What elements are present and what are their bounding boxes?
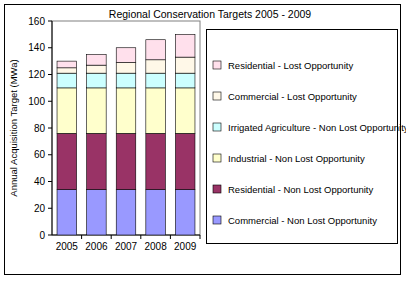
x-tick [140,235,141,239]
bar-segment [87,190,107,235]
bar-segment [116,62,136,73]
y-tick [48,21,52,22]
chart-svg: Regional Conservation Targets 2005 - 200… [0,0,406,290]
chart-container: Regional Conservation Targets 2005 - 200… [0,0,406,290]
x-tick [81,235,82,239]
bar-segment [146,73,166,88]
legend-swatch [213,123,221,131]
chart-title: Regional Conservation Targets 2005 - 200… [109,8,312,20]
y-tick-label: 60 [34,149,46,160]
y-tick [48,154,52,155]
chart-frame [5,5,401,275]
bar-segment [57,61,77,68]
legend-label: Commercial - Non Lost Opportunity [228,215,377,226]
x-tick-label: 2007 [115,241,138,252]
x-tick-label: 2006 [85,241,108,252]
bar-segment [146,133,166,189]
bar-segment [116,133,136,189]
y-tick [48,208,52,209]
legend-label: Residential - Non Lost Opportunity [228,184,373,195]
bar-segment [175,190,195,235]
bar-segment [175,88,195,133]
bar-segment [57,190,77,235]
bar-segment [57,68,77,73]
y-tick [48,235,52,236]
y-tick-label: 40 [34,176,46,187]
bar-segment [175,57,195,73]
legend-swatch [213,185,221,193]
x-tick-label: 2009 [174,241,197,252]
bar-segment [146,190,166,235]
bar-segment [87,73,107,88]
bar-segment [175,73,195,88]
bar-segment [116,73,136,88]
legend-label: Residential - Lost Opportunity [228,60,353,71]
bar-segment [87,65,107,73]
x-tick [200,235,201,239]
y-tick-label: 160 [28,16,45,27]
y-tick [48,74,52,75]
x-tick [111,235,112,239]
x-tick-label: 2005 [56,241,79,252]
legend-box [207,30,398,244]
y-tick-label: 0 [39,230,45,241]
x-tick [170,235,171,239]
legend-swatch [213,92,221,100]
bar-segment [116,190,136,235]
bar-segment [146,60,166,73]
bar-segment [87,54,107,65]
bar-segment [116,88,136,133]
bar-segment [87,133,107,189]
bar-segment [146,88,166,133]
bar-segment [57,88,77,133]
legend-swatch [213,216,221,224]
legend-swatch [213,61,221,69]
bar-segment [146,40,166,60]
legend-label: Irrigated Agriculture - Non Lost Opportu… [228,122,406,133]
plot-area [52,21,200,235]
legend-label: Commercial - Lost Opportunity [228,91,357,102]
bar-segment [175,34,195,57]
bar-segment [57,133,77,189]
y-tick-label: 80 [34,123,46,134]
y-tick-label: 120 [28,69,45,80]
bar-segment [175,133,195,189]
y-tick [48,181,52,182]
y-tick [48,47,52,48]
legend-swatch [213,154,221,162]
bar-segment [116,48,136,63]
bar-segment [57,73,77,88]
x-tick-label: 2008 [144,241,167,252]
y-tick-label: 140 [28,42,45,53]
y-tick-label: 20 [34,203,46,214]
legend-label: Industrial - Non Lost Opportunity [228,153,365,164]
y-tick [48,128,52,129]
y-axis-label: Annual Acquisition Target (MWa) [8,59,19,196]
y-tick-label: 100 [28,96,45,107]
bars [57,34,195,235]
bar-segment [87,88,107,133]
y-tick [48,101,52,102]
y-axis [52,21,53,235]
